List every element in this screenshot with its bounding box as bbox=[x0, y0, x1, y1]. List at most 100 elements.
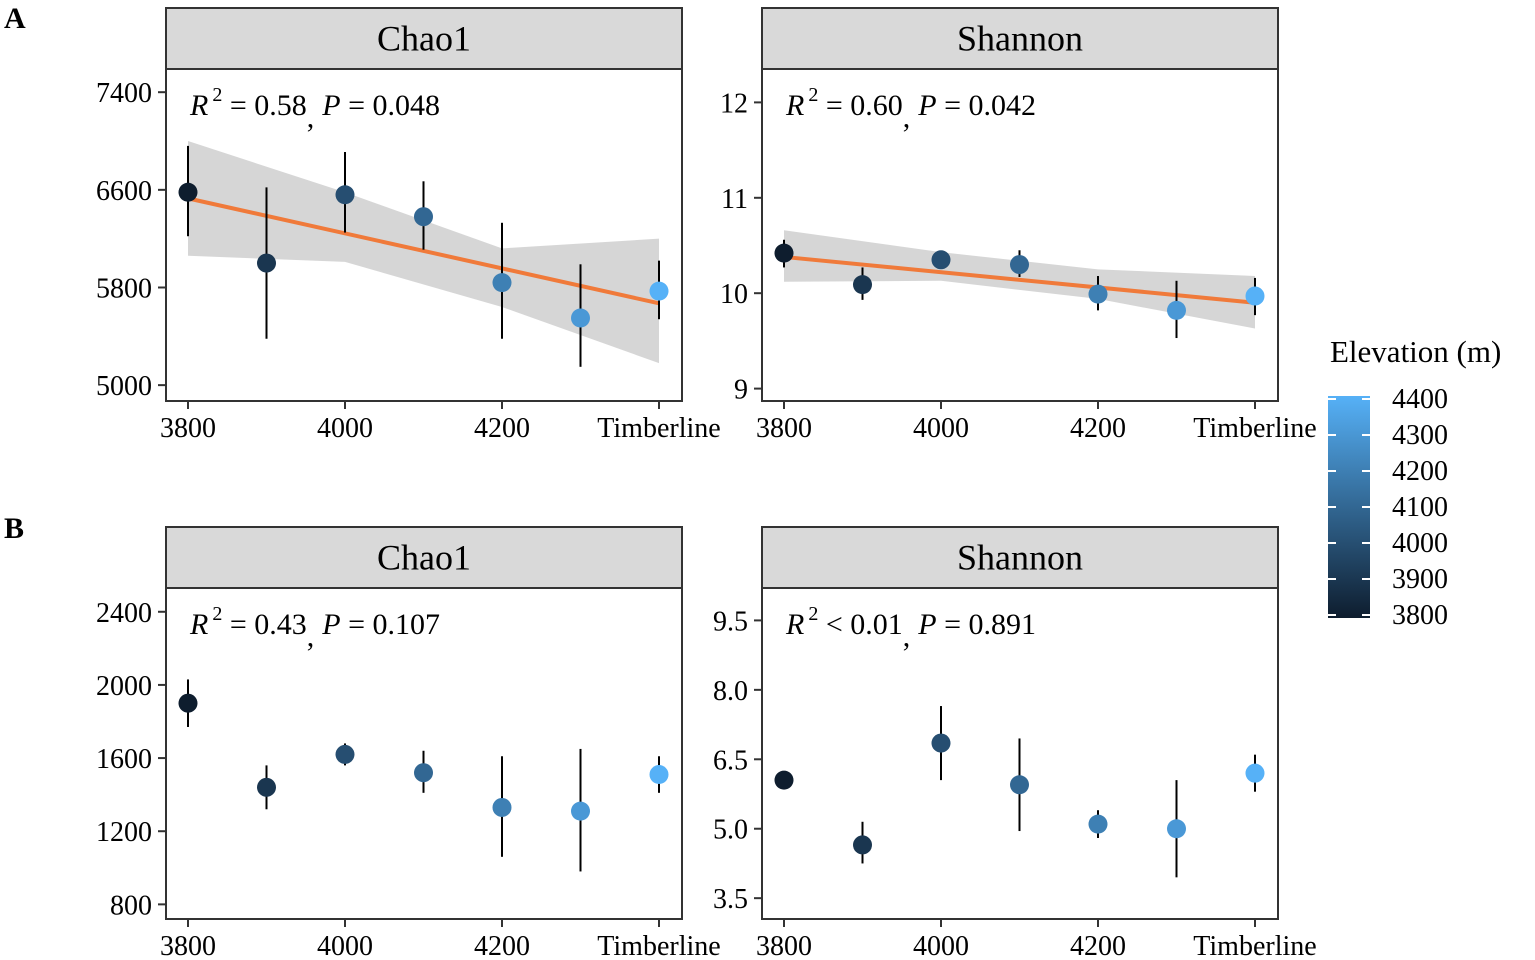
x-tick-label: 4200 bbox=[1070, 931, 1126, 960]
y-tick-label: 7400 bbox=[96, 78, 152, 109]
strip-title: Shannon bbox=[957, 19, 1083, 59]
separator-comma: , bbox=[307, 101, 315, 134]
y-tick-label: 800 bbox=[110, 890, 152, 921]
separator-comma: , bbox=[903, 101, 911, 134]
legend-tick-label: 4000 bbox=[1392, 528, 1448, 559]
panel-border bbox=[165, 587, 683, 920]
legend-tick-label: 3900 bbox=[1392, 564, 1448, 595]
x-tick-label: 3800 bbox=[160, 931, 216, 960]
r-symbol: R bbox=[189, 89, 208, 122]
legend-tick-label: 4100 bbox=[1392, 492, 1448, 523]
panel-B-chao1: Chao1 800 1200 1600 2000 2400 3800 4000 4200 Timb… bbox=[96, 526, 721, 960]
r-squared-exponent: 2 bbox=[808, 603, 818, 625]
data-point bbox=[853, 275, 872, 295]
data-point bbox=[649, 765, 669, 785]
x-tick-label: Timberline bbox=[597, 413, 720, 444]
data-point bbox=[1245, 763, 1265, 783]
x-tick-label: Timberline bbox=[1193, 413, 1316, 444]
r-squared-value: = 0.58 bbox=[222, 89, 306, 122]
p-symbol: P bbox=[321, 89, 340, 122]
strip-title: Shannon bbox=[957, 538, 1083, 578]
data-point bbox=[774, 243, 794, 263]
strip-B-chao1 bbox=[165, 526, 683, 589]
x-tick-label: 4000 bbox=[317, 931, 373, 960]
data-point bbox=[335, 744, 355, 764]
y-tick-label: 5800 bbox=[96, 273, 152, 304]
y-tick-label: 5000 bbox=[96, 371, 152, 402]
data-point bbox=[931, 733, 951, 753]
r-squared-exponent: 2 bbox=[808, 84, 818, 106]
strip-A-shannon bbox=[761, 7, 1279, 70]
x-tick-label: 3800 bbox=[756, 931, 812, 960]
panel-border bbox=[761, 587, 1279, 920]
strip-title: Chao1 bbox=[377, 19, 471, 59]
p-value: = 0.891 bbox=[937, 608, 1036, 641]
p-value: = 0.048 bbox=[341, 89, 440, 122]
y-tick-label: 2000 bbox=[96, 671, 152, 702]
data-point bbox=[853, 835, 872, 855]
y-tick-label: 6600 bbox=[96, 176, 152, 207]
x-tick-label: 3800 bbox=[160, 413, 216, 444]
p-symbol: P bbox=[917, 89, 936, 122]
legend-tick-label: 4300 bbox=[1392, 420, 1448, 451]
panel-A-shannon: Shannon 9 10 11 12 3800 4000 4200 Timberline R 2 =… bbox=[720, 7, 1317, 444]
separator-comma: , bbox=[903, 620, 911, 653]
elevation-legend: Elevation (m) 4400 4300 4200 4100 4000 3900 38… bbox=[1328, 334, 1501, 631]
legend-tick-label: 4400 bbox=[1392, 384, 1448, 415]
data-point bbox=[571, 308, 590, 328]
data-point bbox=[178, 182, 198, 202]
data-point bbox=[414, 763, 433, 783]
strip-A-chao1 bbox=[165, 7, 683, 70]
p-value: = 0.107 bbox=[341, 608, 440, 641]
p-symbol: P bbox=[917, 608, 936, 641]
data-point bbox=[1010, 775, 1029, 795]
y-tick-label: 12 bbox=[720, 88, 748, 119]
r-symbol: R bbox=[189, 608, 208, 641]
x-tick-label: 4200 bbox=[474, 413, 530, 444]
y-tick-label: 3.5 bbox=[713, 884, 748, 915]
p-symbol: P bbox=[321, 608, 340, 641]
data-point bbox=[492, 797, 512, 817]
x-tick-label: 4200 bbox=[1070, 413, 1126, 444]
plot-area bbox=[762, 69, 1278, 401]
y-tick-label: 2400 bbox=[96, 598, 152, 629]
r-symbol: R bbox=[785, 89, 804, 122]
separator-comma: , bbox=[307, 620, 315, 653]
y-tick-label: 9 bbox=[734, 375, 748, 406]
legend-tick-label: 4200 bbox=[1392, 456, 1448, 487]
y-tick-label: 6.5 bbox=[713, 745, 748, 776]
strip-title: Chao1 bbox=[377, 538, 471, 578]
data-point bbox=[571, 801, 590, 821]
strip-B-shannon bbox=[761, 526, 1279, 589]
data-point bbox=[257, 253, 276, 273]
panel-B-shannon: Shannon 3.5 5.0 6.5 8.0 9.5 3800 4000 4200 Timber… bbox=[713, 526, 1317, 960]
panel-letter-a: A bbox=[4, 2, 26, 35]
data-point bbox=[335, 185, 355, 205]
y-tick-label: 1600 bbox=[96, 744, 152, 775]
x-tick-label: 4200 bbox=[474, 931, 530, 960]
y-tick-label: 9.5 bbox=[713, 606, 748, 637]
legend-tick-label: 3800 bbox=[1392, 600, 1448, 631]
y-tick-label: 11 bbox=[721, 184, 748, 215]
r-squared-value: < 0.01 bbox=[818, 608, 902, 641]
data-point bbox=[649, 281, 669, 301]
x-tick-label: 4000 bbox=[913, 413, 969, 444]
data-point bbox=[1245, 286, 1265, 306]
r-squared-exponent: 2 bbox=[212, 603, 222, 625]
data-point bbox=[492, 273, 512, 293]
x-tick-label: 4000 bbox=[913, 931, 969, 960]
data-point bbox=[257, 777, 276, 797]
data-point bbox=[1088, 814, 1108, 834]
p-value: = 0.042 bbox=[937, 89, 1036, 122]
data-point bbox=[414, 207, 433, 227]
data-point bbox=[1010, 255, 1029, 275]
r-squared-value: = 0.60 bbox=[818, 89, 902, 122]
data-point bbox=[931, 250, 951, 270]
data-point bbox=[1167, 300, 1186, 320]
y-tick-label: 5.0 bbox=[713, 815, 748, 846]
y-tick-label: 1200 bbox=[96, 817, 152, 848]
